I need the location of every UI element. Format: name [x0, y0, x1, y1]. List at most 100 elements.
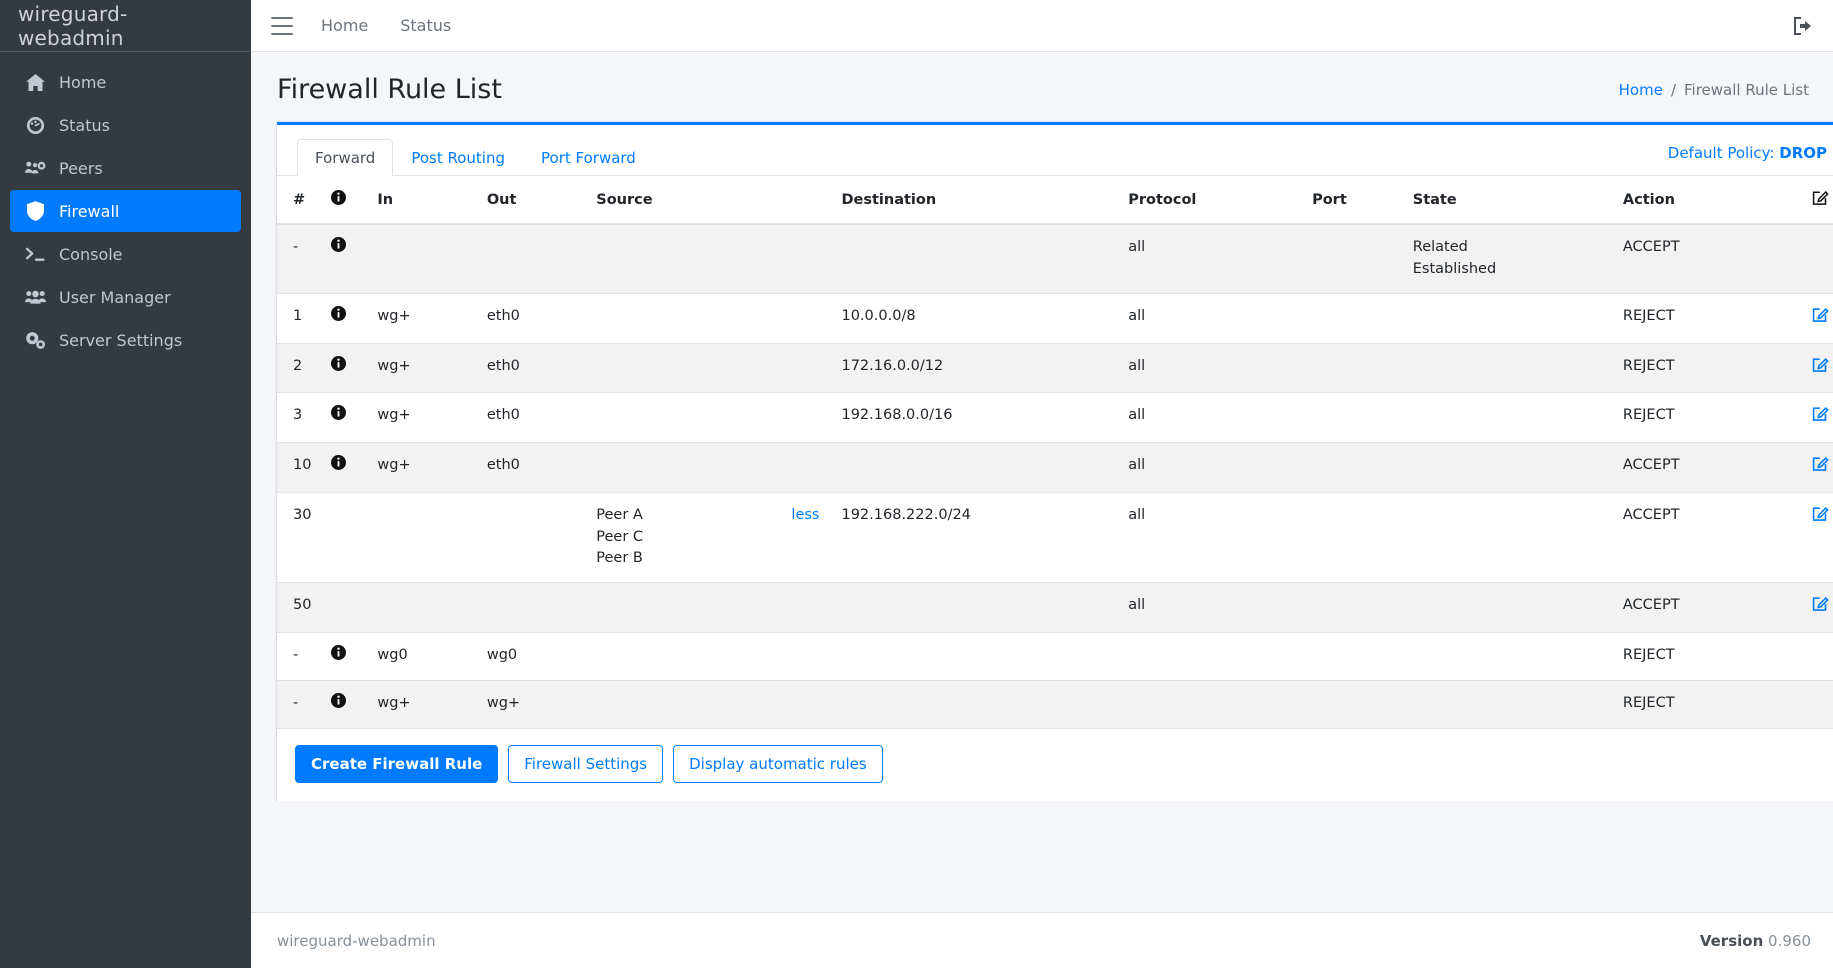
footer-version-value: 0.960: [1768, 931, 1811, 950]
edit-rule-button[interactable]: [1812, 505, 1829, 522]
tab-forward[interactable]: Forward: [297, 139, 394, 177]
cell-info[interactable]: [323, 293, 370, 344]
cell-port: [1304, 632, 1405, 682]
info-icon[interactable]: [331, 355, 347, 379]
table-row: 2 wg+ eth0 172.16.0.0/12 all REJECT: [277, 343, 1833, 394]
cell-info[interactable]: [323, 442, 370, 493]
edit-rule-button[interactable]: [1812, 306, 1829, 323]
cell-info[interactable]: [323, 680, 370, 730]
firewall-rules-table: # In Out Source Destination Prot: [277, 176, 1833, 730]
topnav-link-home[interactable]: Home: [321, 16, 369, 35]
cell-state: [1404, 632, 1615, 682]
cell-protocol: all: [1120, 492, 1305, 584]
cell-edit[interactable]: [1781, 343, 1833, 394]
sidebar-item-peers[interactable]: Peers: [10, 147, 241, 189]
table-row: 30 Peer A Peer C Peer B less 192.168.222.0/24…: [277, 492, 1833, 584]
card-header: Forward Post Routing Port Forward Defaul…: [277, 125, 1833, 177]
info-icon[interactable]: [331, 305, 347, 329]
col-header-source: Source: [588, 176, 779, 226]
cell-port: [1304, 343, 1405, 394]
sidebar-item-firewall[interactable]: Firewall: [10, 190, 241, 232]
firewall-rule-card: Forward Post Routing Port Forward Defaul…: [277, 122, 1833, 802]
cell-rule-number: -: [277, 680, 324, 730]
cell-info[interactable]: [323, 224, 370, 294]
create-firewall-rule-button[interactable]: Create Firewall Rule: [295, 745, 499, 784]
sidebar-item-home[interactable]: Home: [10, 61, 241, 103]
cell-action: ACCEPT: [1614, 224, 1782, 294]
cell-state: [1404, 582, 1615, 633]
info-icon[interactable]: [331, 644, 347, 668]
peers-icon: [23, 158, 47, 178]
edit-icon[interactable]: [1812, 191, 1829, 210]
cell-info[interactable]: [323, 392, 370, 444]
cell-in-interface: [369, 492, 479, 584]
cell-info[interactable]: [323, 343, 370, 394]
cell-action: ACCEPT: [1614, 582, 1782, 633]
cell-edit[interactable]: [1781, 392, 1833, 444]
edit-rule-button[interactable]: [1812, 455, 1829, 472]
cell-destination: [833, 582, 1121, 633]
cell-edit: [1781, 680, 1833, 730]
cell-in-interface: wg+: [369, 392, 479, 444]
col-header-protocol: Protocol: [1120, 176, 1305, 226]
cell-in-interface: [369, 224, 479, 294]
tab-port-forward[interactable]: Port Forward: [541, 149, 636, 168]
cell-edit[interactable]: [1781, 442, 1833, 493]
info-icon[interactable]: [331, 693, 347, 716]
cell-source: [588, 680, 779, 730]
table-row: - all Related Established ACCEPT: [277, 224, 1833, 294]
logout-icon[interactable]: [1793, 16, 1813, 35]
cell-out-interface: eth0: [478, 343, 589, 394]
table-row: 1 wg+ eth0 10.0.0.0/8 all REJECT: [277, 293, 1833, 344]
sidebar-item-status[interactable]: Status: [10, 104, 241, 146]
cell-source: [588, 293, 779, 344]
breadcrumb-current: Firewall Rule List: [1684, 81, 1809, 100]
hamburger-icon[interactable]: [271, 16, 293, 35]
sidebar-item-label: User Manager: [59, 287, 171, 307]
default-policy-label: Default Policy:: [1667, 144, 1775, 163]
source-peer: Peer B: [596, 550, 643, 567]
cell-protocol: all: [1120, 582, 1305, 633]
info-icon[interactable]: [331, 405, 347, 428]
sidebar-item-user-manager[interactable]: User Manager: [10, 276, 241, 318]
display-automatic-rules-button[interactable]: Display automatic rules: [673, 745, 883, 784]
sidebar-item-label: Firewall: [59, 201, 120, 221]
cell-less[interactable]: less: [778, 492, 834, 584]
edit-rule-button[interactable]: [1812, 595, 1829, 612]
cell-out-interface: wg+: [478, 680, 589, 730]
cell-less: [778, 582, 834, 633]
cell-info: [323, 492, 370, 584]
breadcrumb-home[interactable]: Home: [1618, 81, 1663, 100]
cell-info[interactable]: [323, 632, 370, 682]
tab-post-routing[interactable]: Post Routing: [411, 149, 505, 168]
footer-version-label: Version: [1699, 931, 1764, 950]
cell-port: [1304, 392, 1405, 444]
cell-edit[interactable]: [1781, 582, 1833, 633]
cell-port: [1304, 224, 1405, 294]
cell-destination: [833, 224, 1121, 294]
firewall-settings-button[interactable]: Firewall Settings: [508, 745, 664, 784]
sidebar-item-label: Home: [59, 72, 107, 92]
cell-rule-number: 3: [277, 392, 324, 444]
cell-edit[interactable]: [1781, 293, 1833, 344]
info-icon: [331, 190, 347, 209]
sidebar-item-server-settings[interactable]: Server Settings: [10, 319, 241, 361]
info-icon[interactable]: [331, 455, 347, 478]
cell-protocol: all: [1120, 442, 1305, 493]
page-footer: wireguard-webadmin Version 0.960: [251, 912, 1833, 968]
less-link[interactable]: less: [791, 506, 820, 523]
topnav-link-status[interactable]: Status: [400, 16, 452, 35]
col-header-out: Out: [478, 176, 589, 226]
sidebar-item-console[interactable]: Console: [10, 233, 241, 275]
edit-rule-button[interactable]: [1812, 356, 1829, 373]
cell-out-interface: eth0: [478, 293, 589, 344]
brand-title[interactable]: wireguard-webadmin: [0, 0, 251, 52]
source-peer: Peer C: [596, 528, 644, 545]
cell-destination: [833, 632, 1121, 682]
cell-info: [323, 582, 370, 633]
edit-rule-button[interactable]: [1812, 405, 1829, 422]
default-policy[interactable]: Default Policy: DROP: [1668, 144, 1827, 175]
cell-edit[interactable]: [1781, 492, 1833, 584]
footer-version: Version 0.960: [1700, 932, 1811, 950]
info-icon[interactable]: [331, 237, 347, 260]
